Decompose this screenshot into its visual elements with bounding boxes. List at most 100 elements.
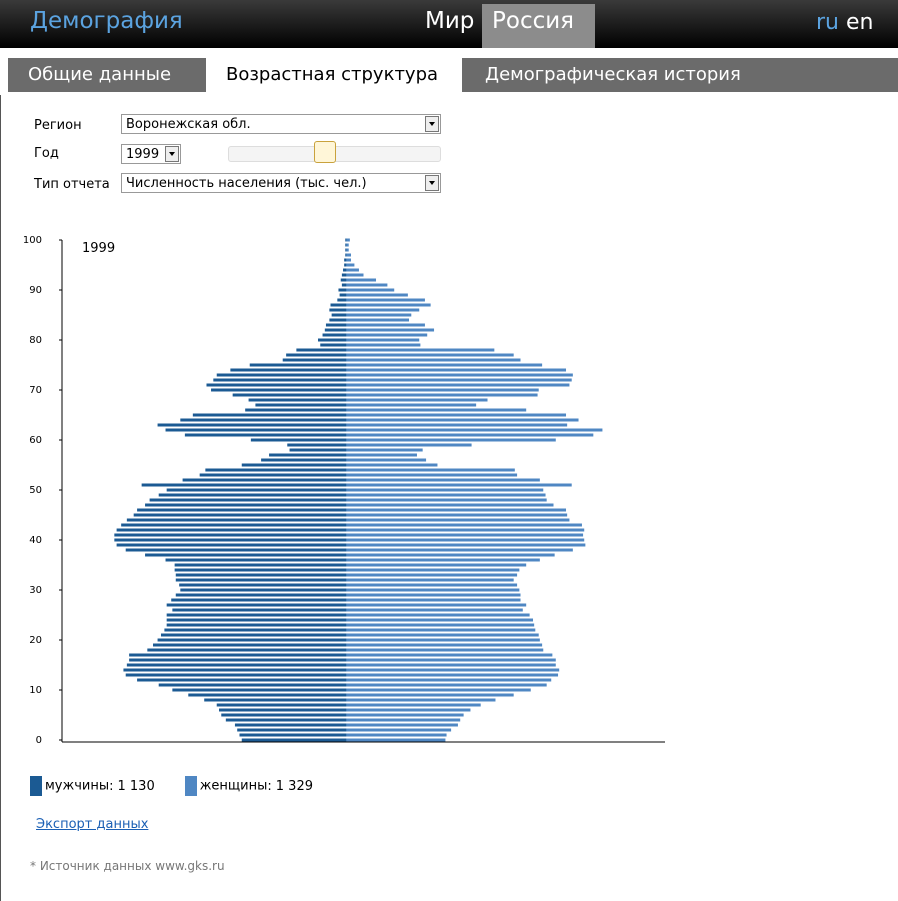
- lang[interactable]: en: [846, 10, 874, 35]
- bar: [346, 638, 540, 642]
- bar: [346, 493, 546, 497]
- legend-swatch: [30, 776, 42, 796]
- bar: [346, 248, 349, 252]
- y-tick-label: 0: [36, 735, 42, 746]
- bar: [346, 563, 527, 567]
- legend-item: женщины1 329: [184, 776, 313, 796]
- export-link[interactable]: Экспорт данных: [36, 817, 149, 832]
- region-tab-active[interactable]: [482, 4, 595, 48]
- bar: [346, 443, 472, 447]
- bar: [180, 588, 347, 592]
- bar: [133, 513, 347, 517]
- bar: [345, 253, 347, 257]
- bar: [141, 483, 347, 487]
- legend: мужчины1 130 женщины1 329: [30, 776, 343, 796]
- slider-thumb[interactable]: [314, 141, 336, 163]
- bar: [129, 658, 347, 662]
- region-tab[interactable]: Россия: [492, 8, 575, 34]
- year-select[interactable]: 1999: [121, 144, 181, 164]
- bar: [346, 448, 423, 452]
- region-tab[interactable]: Мир: [425, 8, 475, 34]
- report-select[interactable]: Численность населения (тыс. чел.): [121, 173, 441, 193]
- bar: [346, 413, 567, 417]
- bar: [286, 353, 347, 357]
- bar: [346, 253, 351, 257]
- border: [0, 95, 1, 901]
- bar: [346, 323, 425, 327]
- bar: [344, 258, 347, 262]
- bar: [166, 618, 347, 622]
- y-tick-label: 90: [29, 285, 42, 296]
- tab[interactable]: Общие данные: [28, 64, 172, 85]
- bar: [346, 498, 547, 502]
- bar: [346, 403, 477, 407]
- region-select[interactable]: Воронежская обл.: [121, 114, 441, 134]
- bar: [175, 578, 347, 582]
- bar: [221, 713, 347, 717]
- bar: [137, 508, 347, 512]
- bar: [346, 673, 559, 677]
- bar: [171, 598, 347, 602]
- bar: [341, 283, 347, 287]
- legend-item: мужчины1 130: [30, 776, 155, 796]
- dropdown[interactable]: [425, 175, 439, 191]
- tab-active[interactable]: Возрастная структура: [206, 58, 462, 92]
- bar: [346, 428, 603, 432]
- bar: [346, 513, 568, 517]
- bar: [346, 398, 488, 402]
- bar: [346, 668, 560, 672]
- bar: [166, 613, 347, 617]
- y-tick-label: 30: [29, 585, 42, 596]
- bar: [182, 478, 347, 482]
- bar: [206, 383, 347, 387]
- bar: [346, 658, 556, 662]
- bar: [320, 343, 347, 347]
- bar: [325, 323, 347, 327]
- bar: [346, 348, 495, 352]
- bar: [158, 493, 347, 497]
- bar: [346, 623, 535, 627]
- bar: [329, 308, 347, 312]
- bar: [346, 378, 572, 382]
- tab[interactable]: Демографическая история: [485, 64, 741, 85]
- bar: [345, 238, 347, 242]
- dropdown[interactable]: [165, 146, 179, 162]
- bar: [234, 723, 347, 727]
- bar: [346, 508, 567, 512]
- brand[interactable]: Демография: [30, 8, 183, 34]
- bar: [249, 363, 347, 367]
- bar: [296, 348, 347, 352]
- bar: [346, 528, 585, 532]
- bar: [346, 438, 556, 442]
- bar: [205, 468, 347, 472]
- bar: [255, 403, 347, 407]
- bar: [346, 283, 388, 287]
- bar: [165, 558, 347, 562]
- bar: [346, 293, 408, 297]
- bar: [346, 618, 534, 622]
- legend-total: 1 329: [275, 778, 313, 794]
- bar: [346, 608, 523, 612]
- bar: [166, 623, 347, 627]
- bar: [337, 298, 347, 302]
- bar: [346, 258, 351, 262]
- bar: [346, 328, 435, 332]
- legend-total: 1 130: [117, 778, 155, 794]
- bar: [346, 728, 452, 732]
- dropdown[interactable]: [425, 116, 439, 132]
- bar: [346, 703, 481, 707]
- bar: [121, 523, 347, 527]
- bar: [204, 698, 347, 702]
- bar: [346, 628, 536, 632]
- bar: [346, 463, 438, 467]
- bar: [346, 488, 544, 492]
- bar: [346, 613, 530, 617]
- bar: [329, 318, 347, 322]
- bar: [346, 503, 554, 507]
- bar: [339, 293, 347, 297]
- bar: [174, 568, 347, 572]
- lang[interactable]: ru: [816, 10, 839, 35]
- bar: [346, 713, 464, 717]
- bar: [346, 298, 425, 302]
- bar: [166, 488, 347, 492]
